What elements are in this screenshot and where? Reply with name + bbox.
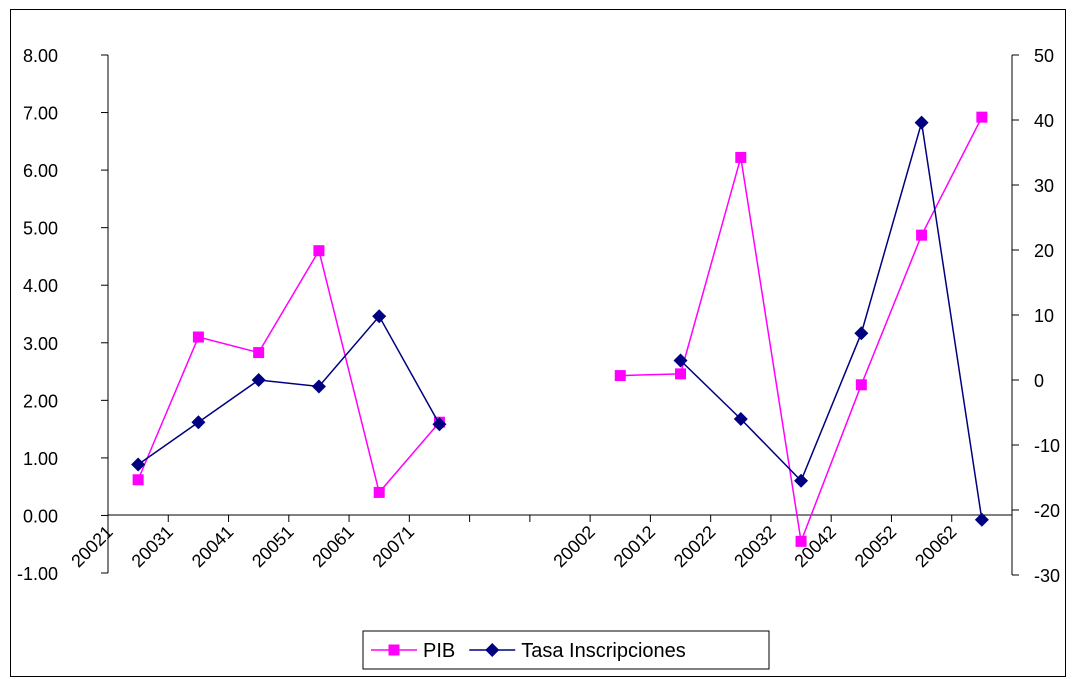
- data-point-tasa-inscripciones: [311, 379, 326, 394]
- right-axis-tick-label: 20: [1034, 241, 1054, 261]
- category-tick-label: 20071: [369, 522, 419, 572]
- axes: -1.00 0.00 1.00 2.00 3.00 4.00 5.00 6.00 7.00 8.0…: [17, 46, 1060, 586]
- right-axis-tick-label: -10: [1034, 436, 1060, 456]
- category-tick-label: 20002: [549, 522, 599, 572]
- data-point-tasa-inscripciones: [432, 417, 447, 432]
- right-axis-tick-label: 10: [1034, 306, 1054, 326]
- right-axis-tick-label: 50: [1034, 46, 1054, 66]
- series-pib: [132, 111, 988, 547]
- category-tick-label: 20051: [248, 522, 298, 572]
- data-point-tasa-inscripciones: [131, 457, 146, 472]
- right-axis-tick-label: 30: [1034, 176, 1054, 196]
- left-axis-tick-label: 4.00: [23, 276, 58, 296]
- data-point-pib: [735, 151, 747, 163]
- legend-marker-pib: [388, 644, 400, 656]
- data-point-tasa-inscripciones: [974, 512, 989, 527]
- category-tick-label: 20052: [851, 522, 901, 572]
- left-axis-tick-label: 0.00: [23, 506, 58, 526]
- right-axis-tick-label: -20: [1034, 501, 1060, 521]
- left-axis-tick-label: -1.00: [17, 564, 58, 584]
- data-point-tasa-inscripciones: [191, 415, 206, 430]
- series-line-pib: [137, 248, 441, 495]
- category-tick-label: 20022: [670, 522, 720, 572]
- data-point-tasa-inscripciones: [854, 326, 869, 341]
- legend-marker-tasa-inscripciones: [485, 643, 500, 657]
- legend-label-pib: PIB: [423, 640, 455, 662]
- category-tick-label: 20021: [67, 522, 117, 572]
- left-axis-tick-label: 3.00: [23, 334, 58, 354]
- left-axis-tick-label: 1.00: [23, 449, 58, 469]
- chart-frame: [10, 9, 1066, 677]
- left-axis-tick-label: 5.00: [23, 219, 58, 239]
- category-tick-label: 20061: [308, 522, 358, 572]
- left-axis-tick-label: 7.00: [23, 104, 58, 124]
- right-axis-tick-label: -30: [1034, 566, 1060, 586]
- data-point-tasa-inscripciones: [914, 115, 929, 130]
- data-point-tasa-inscripciones: [733, 412, 748, 426]
- series-group: [131, 111, 989, 547]
- data-point-pib: [192, 331, 204, 343]
- left-axis-tick-label: 2.00: [23, 391, 58, 411]
- data-point-tasa-inscripciones: [251, 373, 266, 387]
- data-point-tasa-inscripciones: [794, 473, 809, 488]
- data-point-tasa-inscripciones: [673, 353, 688, 368]
- data-point-pib: [855, 379, 867, 391]
- legend: PIB Tasa Inscripciones: [362, 630, 770, 670]
- category-tick-label: 20041: [188, 522, 238, 572]
- data-point-pib: [373, 486, 385, 498]
- left-axis-tick-label: 6.00: [23, 161, 58, 181]
- right-axis-tick-label: 40: [1034, 111, 1054, 131]
- right-axis-tick-label: 0: [1034, 371, 1044, 391]
- data-point-pib: [253, 347, 265, 359]
- data-point-pib: [916, 229, 928, 241]
- data-point-pib: [675, 368, 687, 380]
- data-point-pib: [132, 474, 144, 486]
- legend-box: [362, 630, 770, 670]
- series-tasa-inscripciones: [131, 115, 989, 527]
- data-point-pib: [313, 245, 325, 257]
- legend-label-tasa-inscripciones: Tasa Inscripciones: [521, 640, 686, 662]
- data-point-tasa-inscripciones: [372, 309, 387, 324]
- data-point-pib: [976, 111, 988, 123]
- category-tick-label: 20031: [128, 522, 178, 572]
- data-point-pib: [795, 535, 807, 547]
- series-line-tasa-inscripciones: [680, 122, 983, 520]
- category-tick-label: 20062: [911, 522, 961, 572]
- left-axis-tick-label: 8.00: [23, 46, 58, 66]
- data-point-pib: [614, 370, 626, 382]
- category-tick-label: 20032: [730, 522, 780, 572]
- category-tick-label: 20012: [610, 522, 660, 572]
- series-line-tasa-inscripciones: [137, 314, 441, 466]
